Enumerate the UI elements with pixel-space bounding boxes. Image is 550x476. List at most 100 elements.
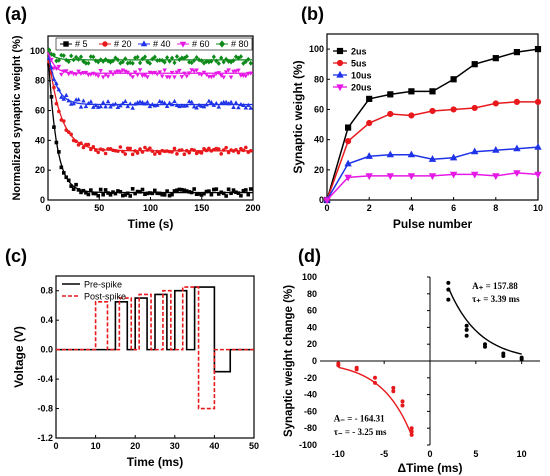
data-point xyxy=(118,189,123,194)
data-point xyxy=(345,138,352,145)
data-point xyxy=(78,71,84,77)
data-point xyxy=(534,98,542,106)
legend-label: 2us xyxy=(351,47,367,57)
data-point xyxy=(147,60,152,66)
data-point xyxy=(127,101,133,106)
y-tick-label: 80 xyxy=(307,289,317,299)
legend-marker xyxy=(63,41,69,47)
panel-label: (d) xyxy=(298,246,321,266)
data-point xyxy=(130,105,135,110)
data-point xyxy=(103,188,108,192)
data-point xyxy=(450,106,457,113)
data-point xyxy=(59,72,64,77)
data-point xyxy=(202,191,206,196)
legend-marker xyxy=(102,41,108,47)
data-point xyxy=(409,429,414,434)
data-point xyxy=(192,148,196,152)
x-tick-label: 50 xyxy=(249,441,259,451)
data-point xyxy=(323,197,331,205)
data-point xyxy=(428,173,437,181)
data-point xyxy=(231,188,236,192)
data-point xyxy=(182,55,187,61)
data-point xyxy=(105,99,111,104)
data-point xyxy=(446,280,451,285)
x-tick-label: 0 xyxy=(45,203,50,213)
data-point xyxy=(130,187,135,191)
data-point xyxy=(88,99,94,104)
data-point xyxy=(49,51,54,57)
x-tick-label: 4 xyxy=(409,203,414,213)
data-point xyxy=(231,69,236,74)
data-point xyxy=(174,54,180,59)
series-line xyxy=(326,101,538,201)
data-point xyxy=(165,189,169,193)
data-point xyxy=(118,145,123,149)
data-point xyxy=(201,60,207,66)
x-tick-label: -5 xyxy=(380,449,388,459)
data-point xyxy=(194,105,199,110)
data-point xyxy=(61,96,67,101)
data-point xyxy=(130,152,135,157)
data-point xyxy=(74,54,79,60)
data-point xyxy=(429,88,436,95)
spike-pre xyxy=(56,286,254,373)
annotation: A₊ = 157.88 xyxy=(472,281,518,291)
data-point xyxy=(224,145,228,150)
data-point xyxy=(130,60,135,66)
data-point xyxy=(184,103,190,108)
legend-label: # 60 xyxy=(192,39,210,49)
data-point xyxy=(135,73,140,78)
data-point xyxy=(179,103,185,108)
data-point xyxy=(244,188,248,192)
data-point xyxy=(100,75,106,80)
y-tick-label: 0.4 xyxy=(40,315,53,325)
data-point xyxy=(59,94,64,99)
data-point xyxy=(155,149,160,154)
legend: # 5 # 20 # 40 # 60 # 80 xyxy=(55,37,253,51)
data-point xyxy=(248,187,253,191)
data-point xyxy=(66,130,71,134)
data-point xyxy=(135,151,140,155)
legend-label: Post-spike xyxy=(84,292,126,302)
data-point xyxy=(133,191,137,196)
x-tick-label: 0 xyxy=(427,449,432,459)
data-point xyxy=(52,85,56,90)
data-point xyxy=(108,146,113,151)
data-point xyxy=(519,357,524,362)
data-point xyxy=(243,105,249,110)
data-point xyxy=(221,59,226,65)
data-point xyxy=(108,70,113,75)
data-point xyxy=(165,55,170,61)
data-point xyxy=(81,71,86,76)
data-point xyxy=(86,73,91,78)
data-point xyxy=(221,191,226,196)
data-point xyxy=(73,97,79,102)
y-axis-title: Synaptic weight (%) xyxy=(291,60,305,173)
data-point xyxy=(71,57,76,63)
data-point xyxy=(223,99,229,104)
data-point xyxy=(182,71,187,76)
data-point xyxy=(79,141,83,145)
data-point xyxy=(88,72,94,77)
data-point xyxy=(236,191,241,195)
data-point xyxy=(76,97,81,102)
data-point xyxy=(125,70,131,75)
data-point xyxy=(172,60,177,66)
data-point xyxy=(157,98,163,103)
data-point xyxy=(148,146,152,151)
data-point xyxy=(231,58,236,63)
data-point xyxy=(189,60,194,66)
data-point xyxy=(471,61,478,68)
data-point xyxy=(154,102,160,107)
data-point xyxy=(132,70,138,75)
data-point xyxy=(201,70,207,75)
data-point xyxy=(400,399,405,404)
data-point xyxy=(160,57,165,63)
data-point xyxy=(216,104,222,109)
data-point xyxy=(98,187,103,192)
data-point xyxy=(219,152,224,156)
data-point xyxy=(196,102,202,107)
legend-box xyxy=(55,37,253,51)
data-point xyxy=(209,58,214,64)
